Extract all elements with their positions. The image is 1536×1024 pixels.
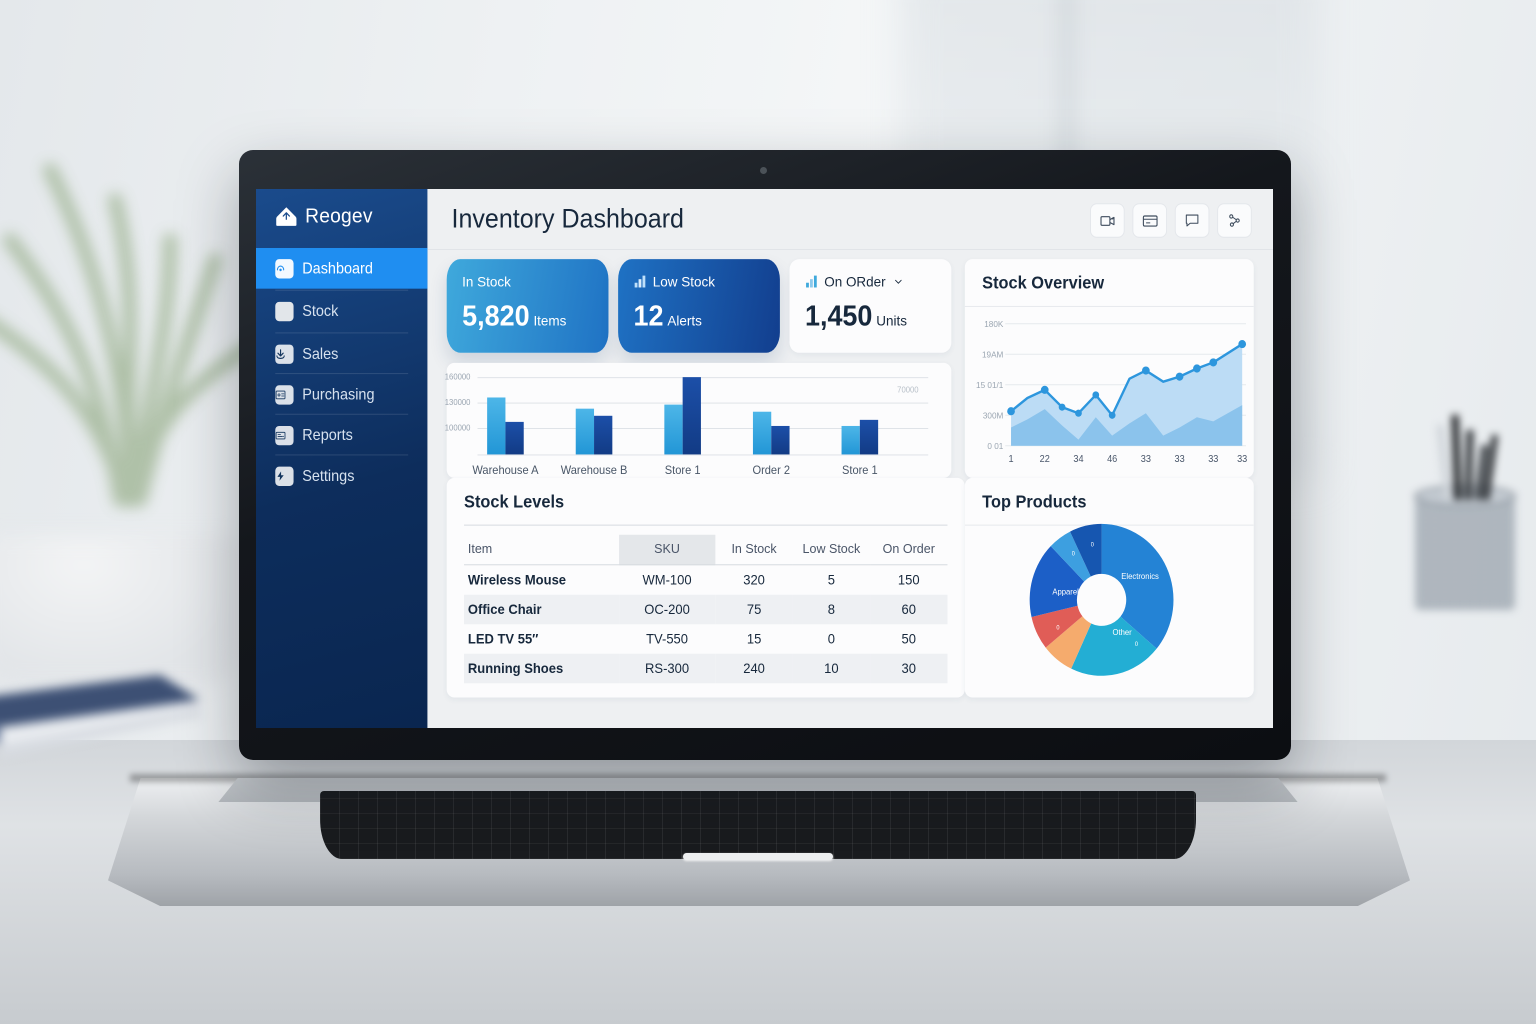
svg-text:19AM: 19AM [982,349,1003,359]
svg-text:0: 0 [1072,551,1075,557]
svg-text:0: 0 [1091,543,1094,549]
svg-text:0: 0 [1056,626,1059,632]
svg-text:33: 33 [1208,453,1218,464]
svg-text:0 01: 0 01 [987,441,1003,451]
svg-text:15 01/1: 15 01/1 [976,380,1004,390]
svg-text:46: 46 [1107,453,1117,464]
svg-text:33: 33 [1237,453,1247,464]
svg-text:33: 33 [1141,453,1151,464]
svg-text:22: 22 [1040,453,1050,464]
svg-text:33: 33 [1175,453,1185,464]
svg-text:Apparel: Apparel [1052,587,1079,596]
svg-text:Electronics: Electronics [1121,572,1159,581]
svg-text:Other: Other [1113,628,1133,637]
svg-text:180K: 180K [984,319,1003,329]
svg-text:1: 1 [1009,453,1014,464]
svg-text:0: 0 [1135,642,1138,648]
svg-text:300M: 300M [983,410,1003,420]
svg-text:34: 34 [1073,453,1083,464]
